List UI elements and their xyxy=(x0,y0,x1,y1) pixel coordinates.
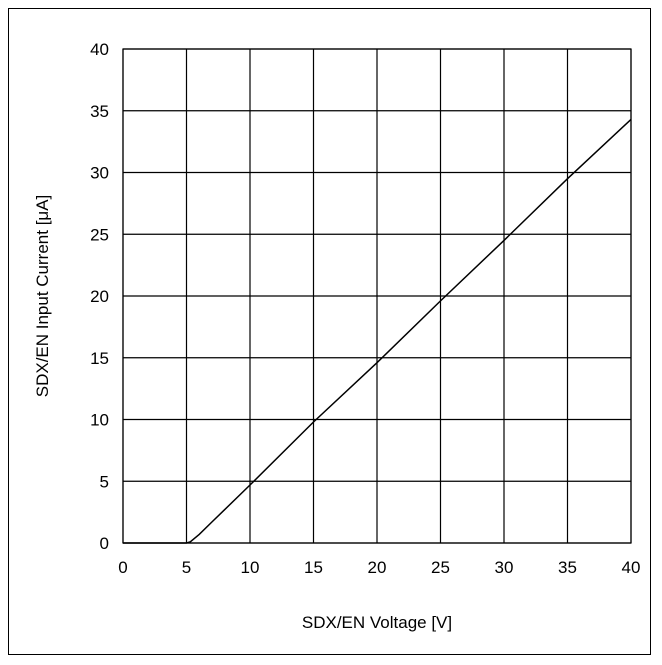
x-tick-label: 25 xyxy=(431,558,450,577)
x-tick-label: 40 xyxy=(622,558,641,577)
x-tick-label: 5 xyxy=(182,558,191,577)
series-line xyxy=(123,118,632,544)
x-tick-labels: 0 5 10 15 20 25 30 35 40 xyxy=(118,558,640,577)
x-tick-label: 10 xyxy=(241,558,260,577)
grid-lines xyxy=(122,48,632,544)
y-tick-label: 15 xyxy=(90,349,109,368)
x-tick-label: 20 xyxy=(368,558,387,577)
y-tick-label: 40 xyxy=(90,40,109,59)
y-tick-labels: 0 5 10 15 20 25 30 35 40 xyxy=(90,40,109,553)
x-tick-label: 35 xyxy=(558,558,577,577)
y-axis-label: SDX/EN Input Current [μA] xyxy=(33,195,52,398)
x-axis-label: SDX/EN Voltage [V] xyxy=(302,613,452,632)
x-tick-label: 0 xyxy=(118,558,127,577)
y-tick-label: 35 xyxy=(90,102,109,121)
plot-area xyxy=(122,48,632,544)
y-tick-label: 5 xyxy=(100,472,109,491)
x-tick-label: 15 xyxy=(304,558,323,577)
x-tick-label: 30 xyxy=(495,558,514,577)
y-tick-label: 25 xyxy=(90,225,109,244)
chart-frame xyxy=(8,8,651,655)
y-tick-label: 30 xyxy=(90,164,109,183)
y-tick-label: 0 xyxy=(100,534,109,553)
y-tick-label: 20 xyxy=(90,287,109,306)
series-group xyxy=(123,118,632,544)
y-tick-label: 10 xyxy=(90,411,109,430)
